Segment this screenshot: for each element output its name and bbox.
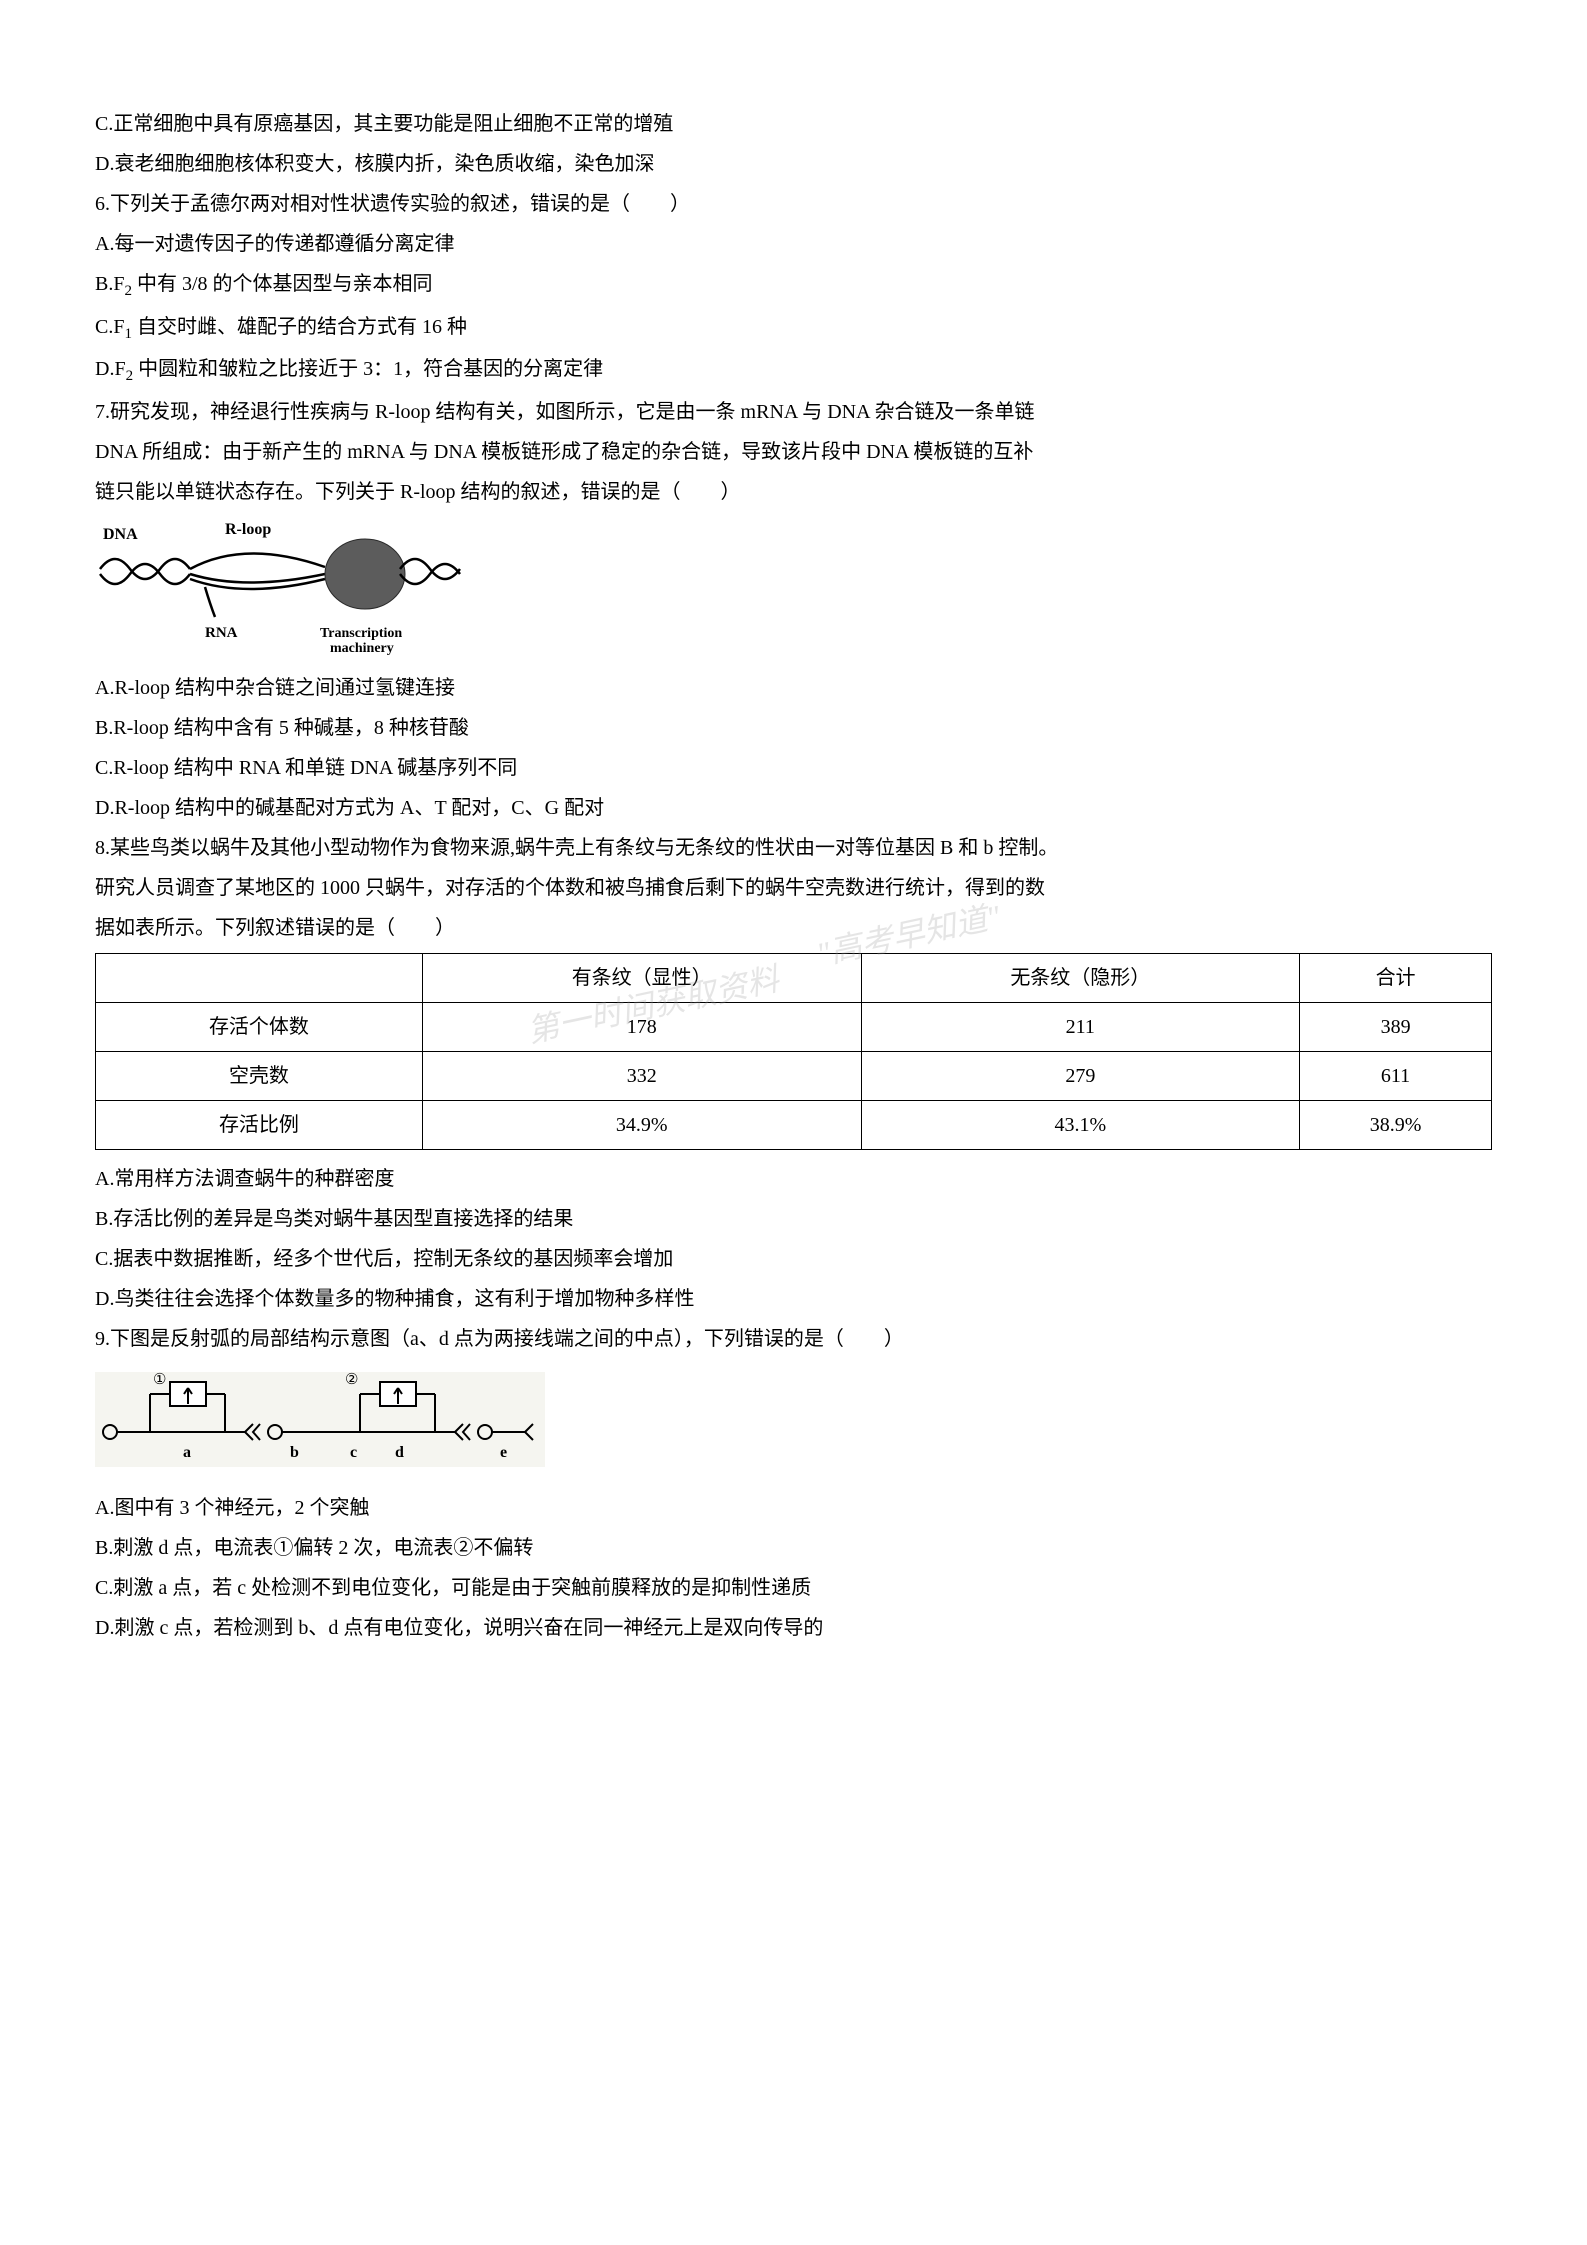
pt-a: a — [183, 1444, 191, 1461]
q7-stem3: 链只能以单链状态存在。下列关于 R-loop 结构的叙述，错误的是（ ） — [95, 473, 1492, 511]
meter1-label: ① — [153, 1372, 166, 1388]
q8-optD: D.鸟类往往会选择个体数量多的物种捕食，这有利于增加物种多样性 — [95, 1280, 1492, 1318]
td: 存活个体数 — [96, 1002, 423, 1051]
th-0 — [96, 953, 423, 1002]
q9-optA: A.图中有 3 个神经元，2 个突触 — [95, 1489, 1492, 1527]
q5-optD: D.衰老细胞细胞核体积变大，核膜内折，染色质收缩，染色加深 — [95, 145, 1492, 183]
q6-optC: C.F1 自交时雌、雄配子的结合方式有 16 种 — [95, 308, 1492, 349]
th-3: 合计 — [1300, 953, 1492, 1002]
tm-label1: Transcription — [320, 626, 402, 641]
q6-optB-suffix: 中有 3/8 的个体基因型与亲本相同 — [132, 273, 433, 295]
q6-optD-suffix: 中圆粒和皱粒之比接近于 3：1，符合基因的分离定律 — [133, 358, 603, 380]
rloop-label: R-loop — [225, 521, 271, 538]
td: 279 — [861, 1051, 1300, 1100]
th-1: 有条纹（显性） — [422, 953, 861, 1002]
td: 38.9% — [1300, 1100, 1492, 1149]
q9-diagram: ① ② a b c d — [95, 1372, 545, 1467]
q7-stem2: DNA 所组成：由于新产生的 mRNA 与 DNA 模板链形成了稳定的杂合链，导… — [95, 433, 1492, 471]
tm-label2: machinery — [330, 641, 394, 656]
q6-stem: 6.下列关于孟德尔两对相对性状遗传实验的叙述，错误的是（ ） — [95, 185, 1492, 223]
q7-diagram: DNA R-loop RNA Transcription machinery — [95, 519, 465, 659]
q6-optB-sub: 2 — [124, 283, 132, 299]
dna-label: DNA — [103, 526, 138, 543]
q9-optB: B.刺激 d 点，电流表①偏转 2 次，电流表②不偏转 — [95, 1529, 1492, 1567]
q8-optB: B.存活比例的差异是鸟类对蜗牛基因型直接选择的结果 — [95, 1200, 1492, 1238]
page-content: "高考早知道" 第一时间获取资料 C.正常细胞中具有原癌基因，其主要功能是阻止细… — [95, 105, 1492, 1647]
q5-optC: C.正常细胞中具有原癌基因，其主要功能是阻止细胞不正常的增殖 — [95, 105, 1492, 143]
td: 178 — [422, 1002, 861, 1051]
td: 611 — [1300, 1051, 1492, 1100]
meter2-label: ② — [345, 1372, 358, 1388]
q7-optB: B.R-loop 结构中含有 5 种碱基，8 种核苷酸 — [95, 709, 1492, 747]
q6-optD-sub: 2 — [126, 368, 134, 384]
q9-optD: D.刺激 c 点，若检测到 b、d 点有电位变化，说明兴奋在同一神经元上是双向传… — [95, 1609, 1492, 1647]
q6-optD-prefix: D.F — [95, 358, 126, 380]
td: 空壳数 — [96, 1051, 423, 1100]
q8-stem2: 研究人员调查了某地区的 1000 只蜗牛，对存活的个体数和被鸟捕食后剩下的蜗牛空… — [95, 869, 1492, 907]
pt-d: d — [395, 1444, 404, 1461]
pt-c: c — [350, 1444, 357, 1461]
q8-optC: C.据表中数据推断，经多个世代后，控制无条纹的基因频率会增加 — [95, 1240, 1492, 1278]
pt-b: b — [290, 1444, 299, 1461]
q6-optB-prefix: B.F — [95, 273, 124, 295]
q8-table: 有条纹（显性） 无条纹（隐形） 合计 存活个体数 178 211 389 空壳数… — [95, 953, 1492, 1150]
q6-optC-prefix: C.F — [95, 316, 124, 338]
table-header-row: 有条纹（显性） 无条纹（隐形） 合计 — [96, 953, 1492, 1002]
table-row: 存活比例 34.9% 43.1% 38.9% — [96, 1100, 1492, 1149]
q9-stem: 9.下图是反射弧的局部结构示意图（a、d 点为两接线端之间的中点），下列错误的是… — [95, 1320, 1492, 1358]
q6-optC-suffix: 自交时雌、雄配子的结合方式有 16 种 — [132, 316, 467, 338]
pt-e: e — [500, 1444, 507, 1461]
td: 211 — [861, 1002, 1300, 1051]
q6-optA: A.每一对遗传因子的传递都遵循分离定律 — [95, 225, 1492, 263]
q7-optA: A.R-loop 结构中杂合链之间通过氢键连接 — [95, 669, 1492, 707]
rna-label: RNA — [205, 625, 238, 641]
table-row: 存活个体数 178 211 389 — [96, 1002, 1492, 1051]
td: 存活比例 — [96, 1100, 423, 1149]
q7-stem1: 7.研究发现，神经退行性疾病与 R-loop 结构有关，如图所示，它是由一条 m… — [95, 393, 1492, 431]
q8-optA: A.常用样方法调查蜗牛的种群密度 — [95, 1160, 1492, 1198]
table-row: 空壳数 332 279 611 — [96, 1051, 1492, 1100]
td: 332 — [422, 1051, 861, 1100]
td: 34.9% — [422, 1100, 861, 1149]
q6-optC-sub: 1 — [124, 326, 132, 342]
q8-stem3: 据如表所示。下列叙述错误的是（ ） — [95, 909, 1492, 947]
q9-optC: C.刺激 a 点，若 c 处检测不到电位变化，可能是由于突触前膜释放的是抑制性递… — [95, 1569, 1492, 1607]
q7-optD: D.R-loop 结构中的碱基配对方式为 A、T 配对，C、G 配对 — [95, 789, 1492, 827]
q6-optB: B.F2 中有 3/8 的个体基因型与亲本相同 — [95, 265, 1492, 306]
td: 389 — [1300, 1002, 1492, 1051]
q7-optC: C.R-loop 结构中 RNA 和单链 DNA 碱基序列不同 — [95, 749, 1492, 787]
th-2: 无条纹（隐形） — [861, 953, 1300, 1002]
q8-stem1: 8.某些鸟类以蜗牛及其他小型动物作为食物来源,蜗牛壳上有条纹与无条纹的性状由一对… — [95, 829, 1492, 867]
td: 43.1% — [861, 1100, 1300, 1149]
q6-optD: D.F2 中圆粒和皱粒之比接近于 3：1，符合基因的分离定律 — [95, 350, 1492, 391]
